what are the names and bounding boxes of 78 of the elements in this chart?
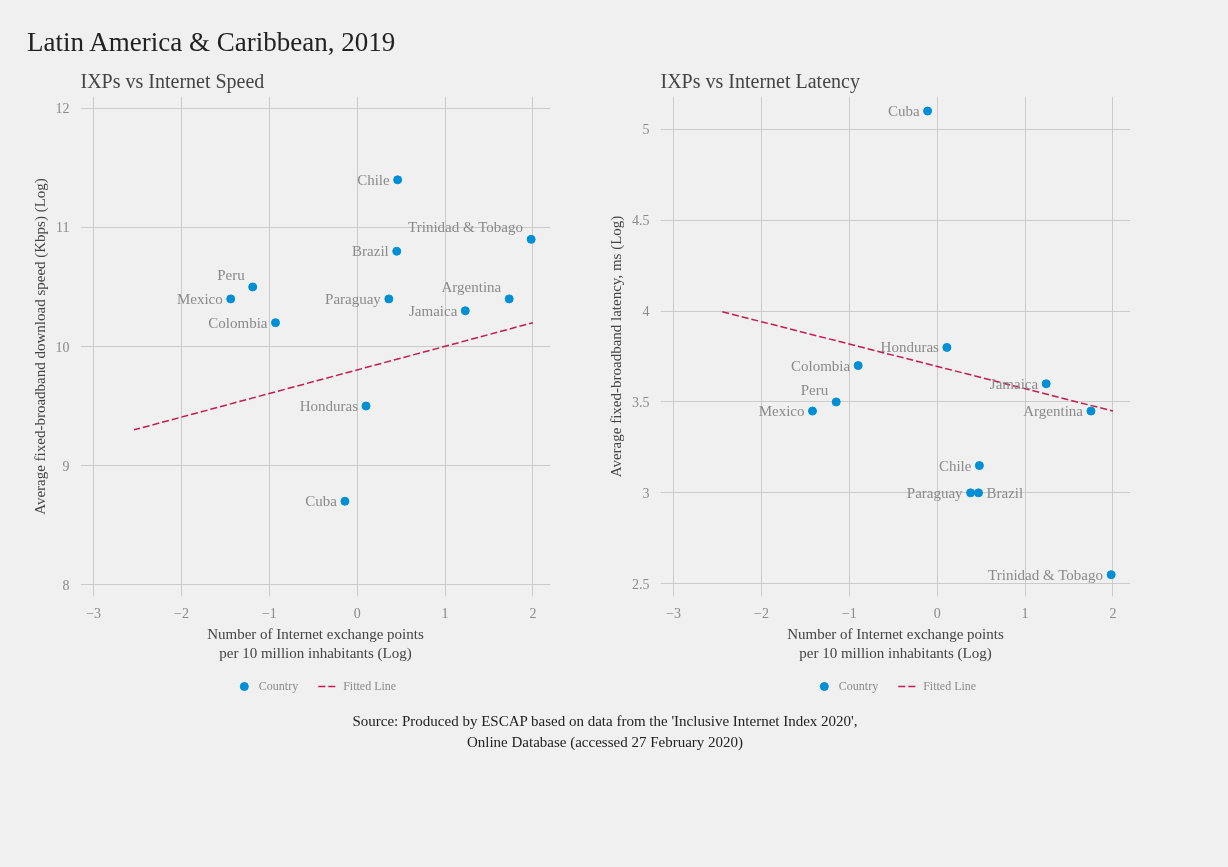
annotation: Peru <box>800 381 829 398</box>
annotation: Trinidad & Tobago <box>988 566 1103 583</box>
point <box>974 461 984 471</box>
x-tick-label: 2 <box>529 605 537 621</box>
legend-label: Country <box>838 678 879 694</box>
annotation: Honduras <box>299 398 359 415</box>
point <box>504 294 514 304</box>
annotation: Chile <box>938 457 972 474</box>
point <box>853 361 863 371</box>
point <box>526 234 536 244</box>
y-tick-label: 2.5 <box>632 576 650 592</box>
annotation: Mexico <box>176 290 223 307</box>
source-note: Source: Produced by ESCAP based on data from the 'Inclusive Internet Index 2020', Online Database (accessed 27 February 2020) <box>351 712 859 753</box>
point <box>361 401 371 411</box>
x-tick-label: −1 <box>841 605 857 621</box>
x-tick-label: 1 <box>441 605 449 621</box>
point <box>226 294 236 304</box>
x-tick-label: 0 <box>933 605 941 621</box>
annotation: Colombia <box>791 357 851 374</box>
y-tick-label: 3.5 <box>632 394 650 410</box>
x-tick-label: −2 <box>174 605 189 621</box>
legend-label: Fitted Line <box>923 678 977 694</box>
point <box>392 246 402 256</box>
annotation: Jamaica <box>408 302 458 319</box>
x-tick-label: −2 <box>754 605 769 621</box>
legend-label: Fitted Line <box>343 678 397 694</box>
x-tick-label: −1 <box>261 605 277 621</box>
point <box>1041 379 1051 389</box>
annotation: Cuba <box>887 103 920 120</box>
chart-title: IXPs vs Internet Speed <box>80 69 265 93</box>
point <box>831 397 841 407</box>
y-tick-label: 10 <box>55 339 70 355</box>
point <box>340 496 350 506</box>
annotation: Argentina <box>441 278 502 295</box>
point <box>942 342 952 352</box>
x-tick-label: 2 <box>1109 605 1117 621</box>
point <box>271 318 281 328</box>
y-tick-label: 4.5 <box>632 213 650 229</box>
y-tick-label: 9 <box>62 458 70 474</box>
x-tick-label: 1 <box>1021 605 1029 621</box>
x-axis-title: Number of Internet exchange points per 10 million inhabitants (Log) <box>207 625 424 662</box>
y-tick-label: 5 <box>642 122 650 138</box>
y-tick-label: 12 <box>55 101 70 117</box>
point <box>1086 406 1096 416</box>
point <box>460 306 470 316</box>
annotation: Mexico <box>758 403 805 420</box>
x-tick-label: −3 <box>666 605 682 621</box>
annotation: Peru <box>217 266 246 283</box>
annotation: Brazil <box>986 484 1024 501</box>
y-tick-label: 4 <box>642 304 650 320</box>
x-tick-label: 0 <box>353 605 361 621</box>
point <box>248 282 258 292</box>
annotation: Paraguay <box>325 290 382 307</box>
y-axis-title: Average fixed-broadband download speed (Kbps) (Log) <box>31 178 49 515</box>
chart-title: IXPs vs Internet Latency <box>660 69 860 93</box>
annotation: Colombia <box>208 314 268 331</box>
point <box>966 488 976 498</box>
x-axis-title: Number of Internet exchange points per 10 million inhabitants (Log) <box>787 625 1004 662</box>
annotation: Honduras <box>880 339 940 356</box>
point <box>1106 570 1116 580</box>
annotation: Chile <box>357 171 390 188</box>
point <box>393 175 403 185</box>
annotation: Trinidad & Tobago <box>408 219 523 236</box>
annotation: Brazil <box>352 243 389 260</box>
annotation: Paraguay <box>906 484 964 501</box>
text: Latin America & Caribbean, 2019 <box>27 26 396 59</box>
point <box>923 106 933 116</box>
point <box>807 406 817 416</box>
y-tick-label: 11 <box>56 220 70 236</box>
annotation: Argentina <box>1023 403 1084 420</box>
y-tick-label: 3 <box>642 485 650 501</box>
y-tick-label: 8 <box>62 577 70 593</box>
legend-label: Country <box>258 678 299 694</box>
annotation: Cuba <box>305 493 338 510</box>
x-tick-label: −3 <box>86 605 102 621</box>
point <box>974 488 984 498</box>
y-axis-title: Average fixed-broadband latency, ms (Log) <box>608 215 625 478</box>
point <box>384 294 394 304</box>
